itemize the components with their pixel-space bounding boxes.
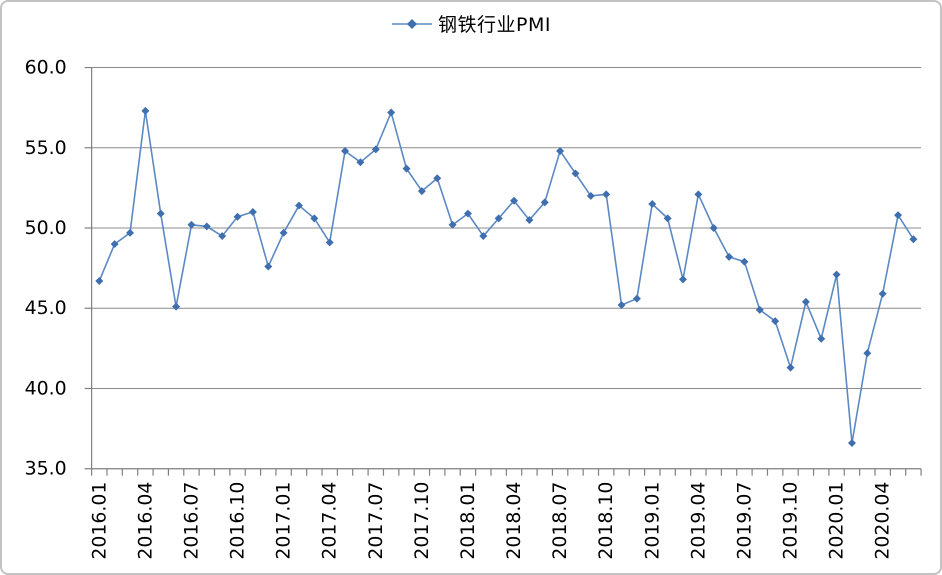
data-point-marker-icon bbox=[832, 270, 841, 279]
data-point-marker-icon bbox=[863, 349, 872, 358]
svg-text:2020.04: 2020.04 bbox=[872, 482, 894, 560]
data-point-marker-icon bbox=[586, 191, 595, 200]
svg-text:2017.07: 2017.07 bbox=[365, 482, 387, 560]
data-point-marker-icon bbox=[156, 209, 165, 218]
data-point-marker-icon bbox=[894, 211, 903, 220]
series-markers bbox=[95, 106, 918, 448]
svg-text:2016.07: 2016.07 bbox=[180, 482, 202, 560]
svg-text:2018.04: 2018.04 bbox=[503, 482, 525, 560]
svg-text:2018.07: 2018.07 bbox=[549, 482, 571, 560]
y-tick-labels: 35.0 40.0 45.0 50.0 55.0 60.0 bbox=[25, 57, 67, 480]
data-point-marker-icon bbox=[817, 334, 826, 343]
data-point-marker-icon bbox=[126, 228, 135, 237]
svg-text:2017.04: 2017.04 bbox=[319, 482, 341, 560]
data-point-marker-icon bbox=[878, 289, 887, 298]
svg-text:2016.10: 2016.10 bbox=[227, 482, 249, 560]
data-point-marker-icon bbox=[909, 235, 918, 244]
svg-text:2020.01: 2020.01 bbox=[826, 482, 848, 560]
data-point-marker-icon bbox=[556, 147, 565, 155]
data-point-marker-icon bbox=[648, 199, 657, 208]
svg-text:2016.04: 2016.04 bbox=[134, 482, 156, 560]
data-point-marker-icon bbox=[141, 106, 150, 115]
data-point-marker-icon bbox=[786, 363, 795, 372]
series-line bbox=[98, 110, 915, 444]
svg-text:2017.01: 2017.01 bbox=[273, 482, 295, 560]
data-point-marker-icon bbox=[709, 224, 718, 232]
svg-text:50.0: 50.0 bbox=[25, 217, 67, 239]
legend-label: 钢铁行业PMI bbox=[438, 14, 551, 36]
svg-text:2019.04: 2019.04 bbox=[687, 482, 709, 560]
data-point-marker-icon bbox=[172, 302, 181, 311]
legend-line-marker-icon bbox=[392, 18, 433, 29]
svg-text:55.0: 55.0 bbox=[25, 137, 67, 159]
data-point-marker-icon bbox=[279, 228, 288, 237]
data-point-marker-icon bbox=[617, 301, 626, 310]
svg-text:35.0: 35.0 bbox=[25, 458, 67, 480]
data-point-marker-icon bbox=[325, 238, 334, 247]
data-point-marker-icon bbox=[602, 190, 611, 199]
svg-text:60.0: 60.0 bbox=[25, 57, 67, 79]
x-tick-labels: 2016.01 2016.04 2016.07 2016.10 2017.01 2017.… bbox=[88, 482, 893, 560]
svg-text:2019.07: 2019.07 bbox=[733, 482, 755, 560]
svg-text:40.0: 40.0 bbox=[25, 378, 67, 400]
data-point-marker-icon bbox=[264, 262, 273, 271]
data-point-marker-icon bbox=[847, 439, 856, 448]
data-point-marker-icon bbox=[248, 207, 257, 216]
data-point-marker-icon bbox=[663, 214, 672, 223]
data-point-marker-icon bbox=[679, 275, 687, 284]
data-point-marker-icon bbox=[387, 108, 396, 117]
axes bbox=[84, 66, 922, 476]
data-point-marker-icon bbox=[571, 169, 580, 178]
data-point-marker-icon bbox=[801, 297, 810, 306]
data-point-marker-icon bbox=[694, 190, 703, 199]
data-point-marker-icon bbox=[479, 232, 488, 241]
data-point-marker-icon bbox=[417, 187, 426, 196]
data-point-marker-icon bbox=[202, 222, 211, 231]
data-point-marker-icon bbox=[494, 214, 503, 223]
data-point-marker-icon bbox=[740, 257, 749, 266]
svg-text:2017.10: 2017.10 bbox=[411, 482, 433, 560]
data-point-marker-icon bbox=[310, 214, 319, 223]
data-point-marker-icon bbox=[402, 164, 411, 173]
data-point-marker-icon bbox=[448, 220, 457, 229]
data-point-marker-icon bbox=[771, 317, 780, 326]
data-point-marker-icon bbox=[433, 174, 442, 183]
data-point-marker-icon bbox=[632, 294, 641, 303]
data-point-marker-icon bbox=[540, 198, 549, 207]
svg-text:2019.01: 2019.01 bbox=[641, 482, 663, 560]
data-point-marker-icon bbox=[755, 305, 764, 314]
data-point-marker-icon bbox=[725, 252, 734, 261]
data-point-marker-icon bbox=[187, 220, 196, 229]
legend: 钢铁行业PMI bbox=[2, 10, 940, 37]
svg-text:2018.10: 2018.10 bbox=[595, 482, 617, 560]
svg-text:2016.01: 2016.01 bbox=[88, 482, 110, 560]
svg-text:2018.01: 2018.01 bbox=[457, 482, 479, 560]
svg-text:45.0: 45.0 bbox=[25, 297, 67, 319]
data-point-marker-icon bbox=[295, 201, 303, 210]
data-point-marker-icon bbox=[95, 277, 104, 285]
svg-text:2019.10: 2019.10 bbox=[780, 482, 802, 560]
data-point-marker-icon bbox=[341, 147, 350, 155]
gridlines bbox=[91, 67, 922, 389]
